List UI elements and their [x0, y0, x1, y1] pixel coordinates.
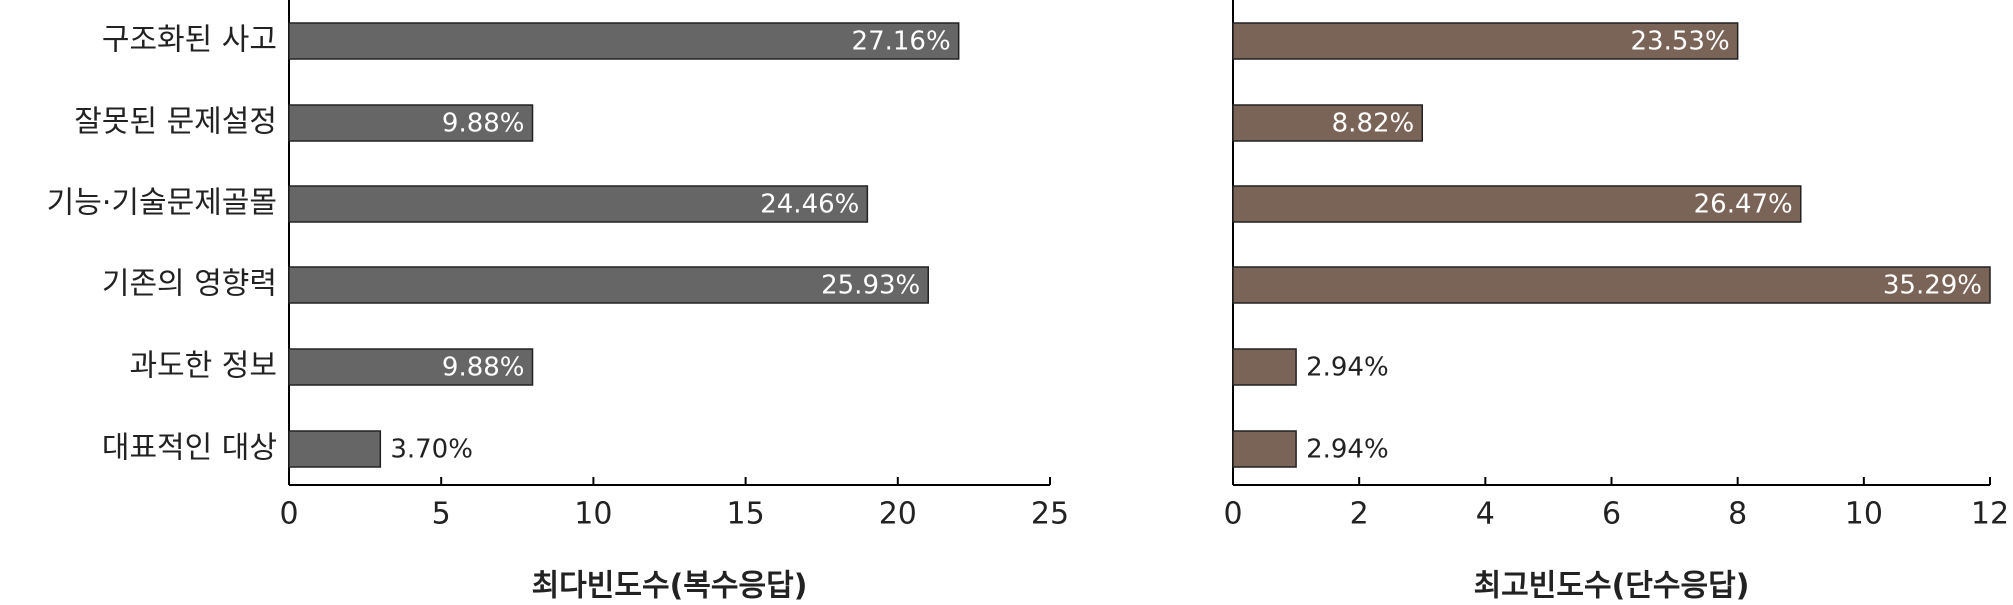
bar: [1232, 185, 1802, 223]
x-tick-label: 10: [574, 497, 612, 532]
x-tick-label: 4: [1476, 497, 1495, 532]
bar: [288, 348, 534, 386]
bar: [1232, 22, 1739, 60]
category-label: 구조화된 사고: [102, 23, 277, 58]
data-label: 23.53%: [1631, 27, 1730, 57]
data-label: 2.94%: [1306, 353, 1389, 383]
x-tick-label: 25: [1031, 497, 1069, 532]
data-label: 9.88%: [442, 353, 525, 383]
category-label: 대표적인 대상: [102, 431, 277, 466]
x-tick-label: 12: [1971, 497, 2009, 532]
data-label: 3.70%: [390, 435, 473, 465]
bar: [288, 430, 382, 468]
x-tick-label: 0: [279, 497, 298, 532]
category-label: 잘못된 문제설정: [74, 105, 277, 140]
data-label: 26.47%: [1694, 190, 1793, 220]
x-tick-label: 10: [1845, 497, 1883, 532]
data-label: 35.29%: [1883, 271, 1982, 301]
x-axis-title: 최고빈도수(단수응답): [1474, 569, 1750, 604]
x-tick-label: 5: [432, 497, 451, 532]
bar: [1232, 348, 1297, 386]
data-label: 24.46%: [760, 190, 859, 220]
category-label: 과도한 정보: [129, 349, 277, 384]
bar: [1232, 266, 1991, 304]
x-tick-label: 6: [1602, 497, 1621, 532]
bar: [288, 104, 534, 142]
x-axis-title: 최다빈도수(복수응답): [532, 569, 808, 604]
category-label: 기존의 영향력: [102, 267, 277, 302]
bar: [288, 185, 869, 223]
data-label: 9.88%: [442, 109, 525, 139]
bar: [1232, 104, 1423, 142]
x-tick-label: 15: [727, 497, 765, 532]
data-label: 27.16%: [852, 27, 951, 57]
data-label: 2.94%: [1306, 435, 1389, 465]
data-label: 25.93%: [821, 271, 920, 301]
bar: [288, 266, 929, 304]
bar: [288, 22, 960, 60]
category-label: 기능·기술문제골몰: [47, 186, 277, 221]
data-label: 8.82%: [1332, 109, 1415, 139]
x-tick-label: 2: [1350, 497, 1369, 532]
x-tick-label: 0: [1223, 497, 1242, 532]
x-tick-label: 20: [879, 497, 917, 532]
x-tick-label: 8: [1728, 497, 1747, 532]
bar: [1232, 430, 1297, 468]
